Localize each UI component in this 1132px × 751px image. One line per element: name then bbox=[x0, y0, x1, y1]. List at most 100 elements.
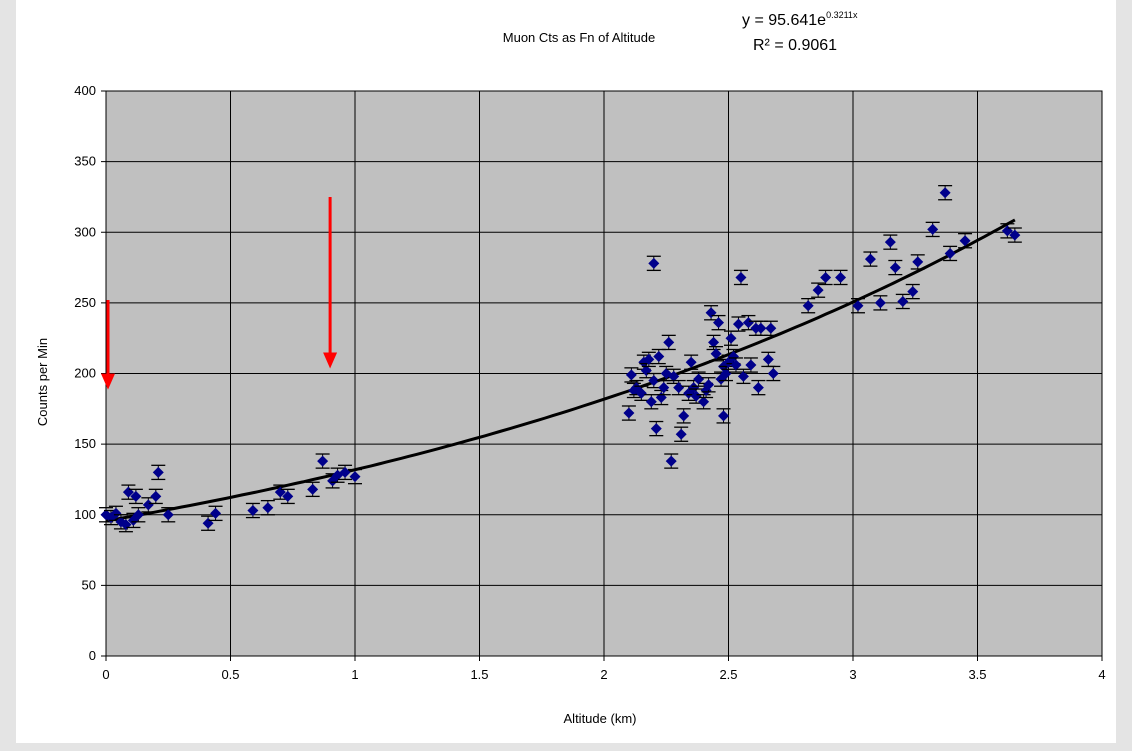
data-point bbox=[943, 245, 958, 262]
point-marker bbox=[665, 455, 677, 467]
point-marker bbox=[162, 509, 174, 521]
data-point bbox=[733, 269, 748, 286]
data-point bbox=[305, 481, 320, 498]
data-point bbox=[664, 453, 679, 469]
point-marker bbox=[307, 483, 319, 495]
point-marker bbox=[820, 271, 832, 283]
data-point bbox=[315, 453, 330, 469]
y-tick-label: 300 bbox=[74, 224, 96, 239]
point-marker bbox=[130, 490, 142, 502]
data-point bbox=[711, 314, 726, 331]
y-tick-label: 400 bbox=[74, 83, 96, 98]
point-marker bbox=[718, 410, 730, 422]
point-marker bbox=[648, 375, 660, 387]
point-marker bbox=[745, 359, 757, 371]
data-point bbox=[873, 295, 888, 311]
point-marker bbox=[643, 353, 655, 365]
data-point bbox=[731, 316, 746, 332]
point-marker bbox=[732, 318, 744, 330]
equation-exponent: 0.3211x bbox=[826, 10, 858, 20]
y-tick-label: 100 bbox=[74, 507, 96, 522]
data-point bbox=[148, 488, 163, 505]
equation-base: y = 95.641e bbox=[742, 12, 826, 29]
data-point bbox=[863, 251, 878, 267]
annotation-arrows bbox=[101, 196, 338, 390]
point-marker bbox=[1009, 229, 1021, 241]
point-marker bbox=[142, 499, 154, 511]
point-marker bbox=[339, 466, 351, 478]
trendline bbox=[105, 218, 1016, 523]
point-marker bbox=[349, 471, 361, 483]
r-squared-label: R² = 0.9061 bbox=[753, 37, 837, 54]
data-point bbox=[161, 507, 176, 523]
y-tick-label: 350 bbox=[74, 154, 96, 169]
data-point bbox=[338, 464, 353, 481]
point-marker bbox=[703, 379, 715, 391]
point-marker bbox=[623, 407, 635, 419]
point-marker bbox=[247, 505, 259, 517]
point-marker bbox=[884, 236, 896, 248]
point-marker bbox=[765, 322, 777, 334]
arrow-head bbox=[323, 352, 338, 369]
point-marker bbox=[625, 369, 637, 381]
data-point bbox=[108, 505, 123, 522]
point-marker bbox=[897, 295, 909, 307]
x-axis-label: Altitude (km) bbox=[564, 711, 637, 726]
data-point bbox=[691, 371, 706, 387]
data-point bbox=[260, 499, 275, 516]
data-point bbox=[958, 233, 973, 249]
data-point bbox=[634, 385, 649, 401]
point-marker bbox=[725, 332, 737, 344]
y-tick-label: 50 bbox=[82, 577, 96, 592]
point-marker bbox=[907, 286, 919, 298]
data-point bbox=[646, 255, 661, 272]
data-point bbox=[131, 507, 146, 523]
point-marker bbox=[720, 368, 732, 379]
data-point bbox=[801, 297, 816, 314]
data-point bbox=[701, 377, 716, 393]
tick-labels: 0 0.5 1 1.5 2 2.5 3 3.5 4 0 50 100 150 200 250 300 350 40… bbox=[74, 83, 1105, 682]
point-marker bbox=[210, 507, 222, 519]
x-tick-label: 2.5 bbox=[719, 667, 737, 682]
point-marker bbox=[262, 502, 274, 514]
point-marker bbox=[650, 423, 662, 435]
point-marker bbox=[762, 353, 774, 365]
point-marker bbox=[752, 382, 764, 394]
point-marker bbox=[889, 262, 901, 274]
point-marker bbox=[645, 396, 657, 408]
data-points bbox=[99, 184, 1022, 533]
data-point bbox=[644, 394, 659, 410]
data-point bbox=[141, 497, 156, 513]
x-tick-label: 3.5 bbox=[968, 667, 986, 682]
data-point bbox=[621, 405, 636, 421]
data-point bbox=[709, 346, 724, 362]
point-marker bbox=[150, 490, 162, 502]
point-marker bbox=[653, 351, 665, 363]
point-marker bbox=[663, 336, 675, 348]
data-point bbox=[676, 408, 691, 424]
point-marker bbox=[698, 396, 710, 408]
point-marker bbox=[939, 187, 951, 199]
data-point bbox=[905, 283, 920, 300]
data-point bbox=[624, 367, 639, 383]
x-tick-label: 1.5 bbox=[470, 667, 488, 682]
data-point bbox=[671, 379, 686, 396]
chart-area: 0 0.5 1 1.5 2 2.5 3 3.5 4 0 50 100 150 200 250 300 350 40… bbox=[16, 0, 1116, 743]
arrow-head bbox=[101, 373, 115, 390]
red-arrow bbox=[101, 300, 115, 390]
point-marker bbox=[864, 253, 876, 265]
data-point bbox=[641, 351, 656, 368]
point-marker bbox=[912, 256, 924, 268]
data-point bbox=[736, 368, 751, 385]
trendline-layer bbox=[105, 218, 1016, 523]
data-point bbox=[850, 297, 865, 314]
data-point bbox=[728, 357, 743, 373]
trendline-equation: y = 95.641e0.3211x bbox=[742, 10, 858, 29]
chart-svg: 0 0.5 1 1.5 2 2.5 3 3.5 4 0 50 100 150 200 250 300 350 40… bbox=[35, 10, 1106, 726]
data-point bbox=[910, 254, 925, 270]
data-point bbox=[741, 314, 756, 331]
data-point bbox=[151, 464, 166, 481]
data-point bbox=[684, 354, 699, 370]
point-marker bbox=[735, 271, 747, 283]
point-marker bbox=[110, 507, 122, 519]
